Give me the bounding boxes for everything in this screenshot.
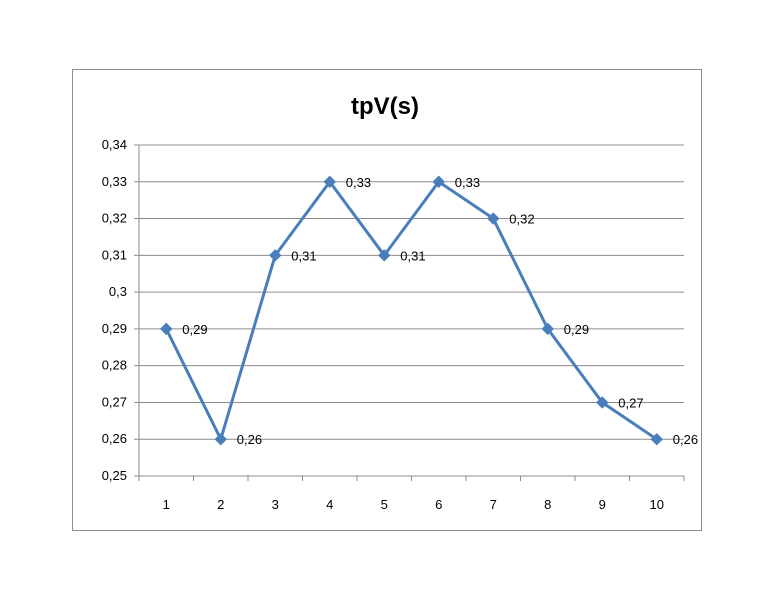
y-tick-label: 0,33 <box>102 174 127 189</box>
data-label: 0,33 <box>455 175 480 190</box>
data-labels: 0,29 0,26 0,31 0,33 0,31 0,33 0,32 0,29 0,27 0,26 <box>182 175 698 447</box>
x-tick-label: 10 <box>650 497 664 512</box>
y-tick-label: 0,25 <box>102 468 127 483</box>
series <box>160 175 663 446</box>
x-tick-label: 5 <box>381 497 388 512</box>
data-point-marker <box>541 322 554 336</box>
y-tick-label: 0,29 <box>102 321 127 336</box>
y-tick-label: 0,26 <box>102 431 127 446</box>
y-tick-label: 0,27 <box>102 394 127 409</box>
data-point-marker <box>432 175 445 188</box>
data-point-marker <box>214 433 227 446</box>
data-label: 0,31 <box>291 248 316 263</box>
data-point-marker <box>487 212 500 225</box>
data-label: 0,26 <box>237 432 262 447</box>
data-label: 0,32 <box>509 212 534 227</box>
y-tick-label: 0,34 <box>102 137 127 152</box>
line-chart: tpV(s) 0,250,260,270,280,290,30,310,320,… <box>102 93 698 512</box>
x-axis-tick-labels: 1 2 3 4 5 6 7 8 9 10 <box>163 497 664 512</box>
gridlines <box>139 144 684 440</box>
x-tick-label: 8 <box>544 497 551 512</box>
data-point-marker <box>378 249 391 262</box>
x-tick-label: 7 <box>490 497 497 512</box>
data-point-marker <box>160 322 173 336</box>
y-tick-label: 0,3 <box>109 284 127 299</box>
x-tick-label: 2 <box>217 497 224 512</box>
series-line <box>164 180 658 441</box>
data-point-marker <box>323 175 336 188</box>
y-tick-label: 0,28 <box>102 358 127 373</box>
x-tick-label: 6 <box>435 497 442 512</box>
data-label: 0,31 <box>400 248 425 263</box>
data-point-marker <box>269 249 282 262</box>
x-tick-label: 4 <box>326 497 333 512</box>
data-label: 0,29 <box>182 322 207 337</box>
y-axis-tick-labels: 0,25 0,26 0,27 0,28 0,29 0,3 0,31 0,32 0,33 0,34 <box>102 137 127 483</box>
y-tick-label: 0,31 <box>102 247 127 262</box>
x-tick-label: 3 <box>272 497 279 512</box>
data-label: 0,29 <box>564 322 589 337</box>
y-tick-label: 0,32 <box>102 211 127 226</box>
x-tick-label: 1 <box>163 497 170 512</box>
chart-title: tpV(s) <box>351 93 419 120</box>
x-tick-label: 9 <box>599 497 606 512</box>
data-point-marker <box>596 396 609 409</box>
data-label: 0,27 <box>618 395 643 410</box>
data-label: 0,26 <box>673 432 698 447</box>
data-point-marker <box>650 433 663 446</box>
data-label: 0,33 <box>346 175 371 190</box>
axes <box>134 144 685 481</box>
chart-area: tpV(s) 0,25 0,26 0,27 0,28 0,29 0,3 0,31 0,32 0,… <box>72 69 702 531</box>
